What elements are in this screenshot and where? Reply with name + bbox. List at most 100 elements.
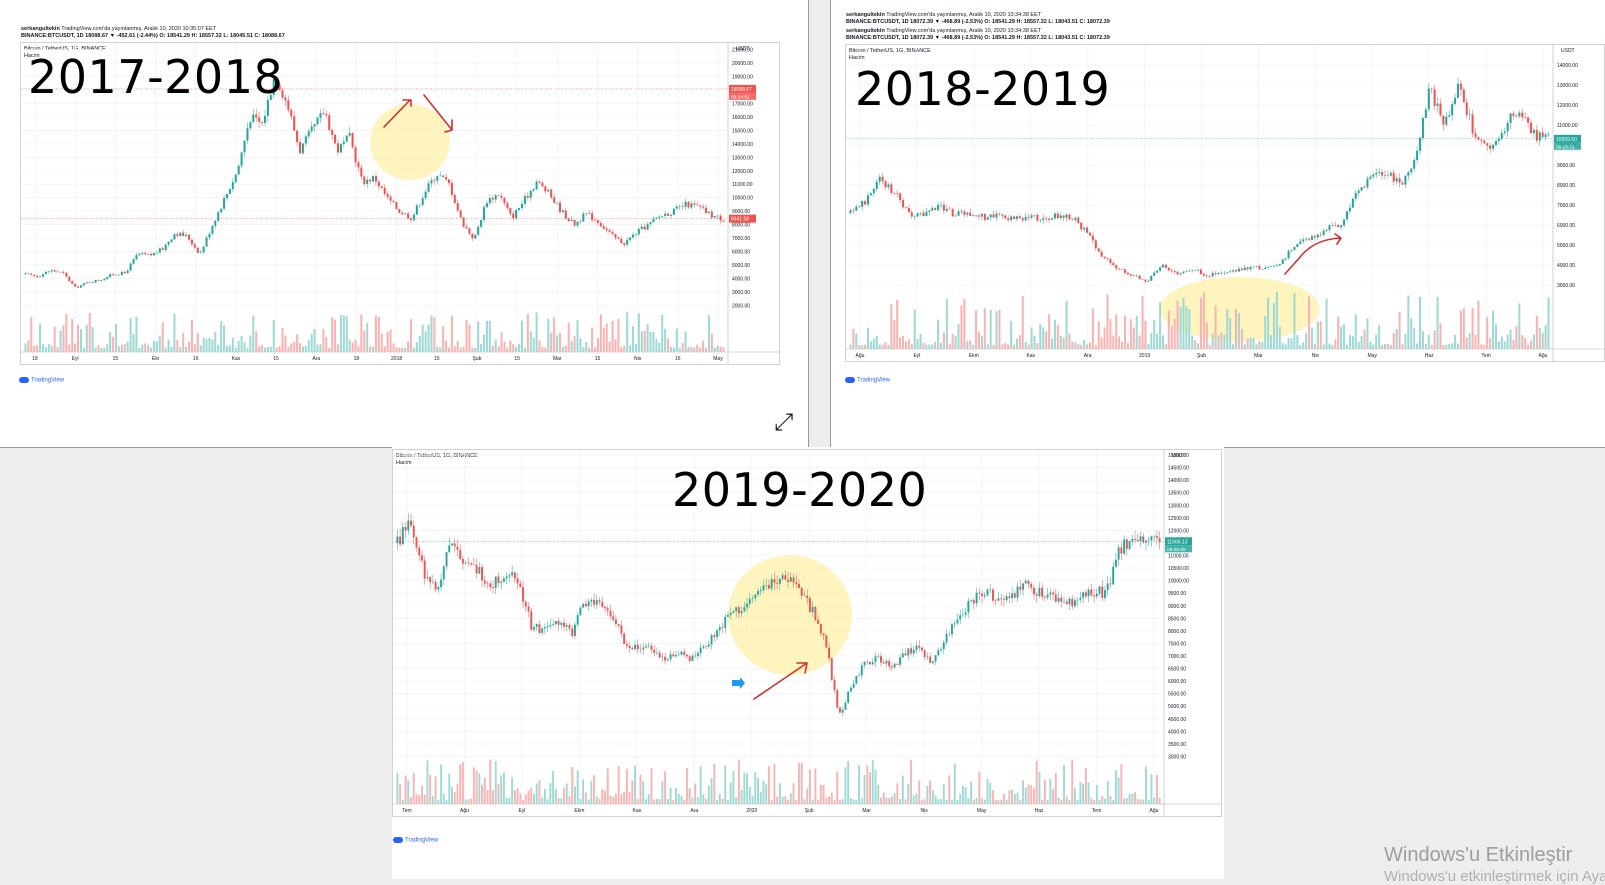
candle-body [1319,234,1322,236]
volume-bar [1129,319,1132,349]
x-tick-label: Ara [690,808,698,814]
candle-body [1249,266,1252,270]
volume-bar [1392,333,1395,349]
candle-body [141,253,144,255]
y-tick-label: 13000.00 [1168,503,1189,509]
candle-body [1541,132,1544,137]
volume-bar [636,799,639,804]
y-tick-label: 14500.00 [1168,466,1189,472]
candle-body [899,193,902,201]
annotation-arrow [383,99,412,128]
volume-bar [746,773,749,804]
candle-body [1121,269,1124,270]
volume-bar [598,798,601,804]
volume-bar [664,328,667,352]
volume-bar [841,799,844,804]
volume-bar [661,314,664,352]
candle-body [103,279,106,281]
volume-bar [415,794,418,804]
price-label-box [729,214,756,223]
volume-bar [1123,798,1126,804]
volume-bar [919,334,922,349]
volume-bar [986,344,989,349]
volume-bar [852,799,855,804]
volume-bar [152,340,155,352]
volume-bar [258,346,261,352]
candle-body [896,193,899,194]
volume-bar [430,315,433,352]
candle-body [126,270,129,274]
volume-bar [546,799,549,804]
expand-icon[interactable]: ⤢ [774,409,794,436]
volume-bar [1448,343,1451,349]
candle-body [1159,267,1162,271]
candle-body [437,587,440,590]
candle-body [401,527,404,545]
candle-body [585,213,588,214]
volume-bar [896,299,899,349]
volume-bar [696,344,699,352]
candle-body [322,113,325,115]
volume-bar [1039,324,1042,349]
volume-bar [1343,324,1346,349]
volume-bar [468,324,471,352]
volume-bar [658,342,661,352]
candle-body [718,627,721,631]
candle-body [541,182,544,187]
volume-bar [893,319,896,349]
candle-body [844,702,847,710]
volume-bar [570,340,573,352]
candle-body [649,222,652,225]
volume-bar [817,799,820,804]
candle-body [983,595,986,597]
volume-bar [1091,308,1094,349]
volume-bar [951,799,953,804]
candle-body [702,206,705,208]
candle-body [560,622,563,625]
volume-bar [1322,344,1325,349]
candle-body [634,644,637,650]
candle-body [937,650,940,656]
candle-body [737,607,740,614]
volume-bar [544,347,547,352]
candle-body [491,198,494,200]
volume-bar [386,331,389,352]
candle-body [798,583,800,588]
y-tick-label: 9000.00 [1168,604,1186,610]
candle-body [874,656,877,663]
volume-bar [940,799,943,804]
volume-bar [1363,329,1366,349]
candle-body [929,656,932,663]
candle-body [567,218,570,221]
volume-bar [456,783,459,804]
candle-body [887,184,890,188]
candle-body [1378,172,1381,174]
volume-bar [1515,326,1518,349]
volume-bar [978,771,981,804]
candle-body [637,228,640,235]
volume-bar [541,346,544,352]
volume-bar [1106,781,1109,804]
volume-bar [36,345,39,352]
candle-body [506,203,509,209]
candle-body [866,195,870,205]
candle-body [1404,175,1407,185]
candle-body [789,577,792,582]
candle-body [465,226,468,229]
volume-bar [401,347,404,352]
volume-bar [1109,795,1112,804]
candle-body [1161,264,1165,268]
volume-bar [223,325,226,352]
candle-body [1109,259,1112,263]
volume-bar [637,313,640,352]
candle-body [800,587,803,596]
volume-bar [459,347,462,352]
candle-body [1532,129,1535,134]
candle-body [41,274,45,277]
y-tick-label: 5000.00 [1557,243,1575,249]
volume-bar [530,787,533,804]
candle-body [669,214,672,216]
volume-bar [396,773,399,804]
candle-body [759,590,762,592]
volume-bar [811,799,814,804]
